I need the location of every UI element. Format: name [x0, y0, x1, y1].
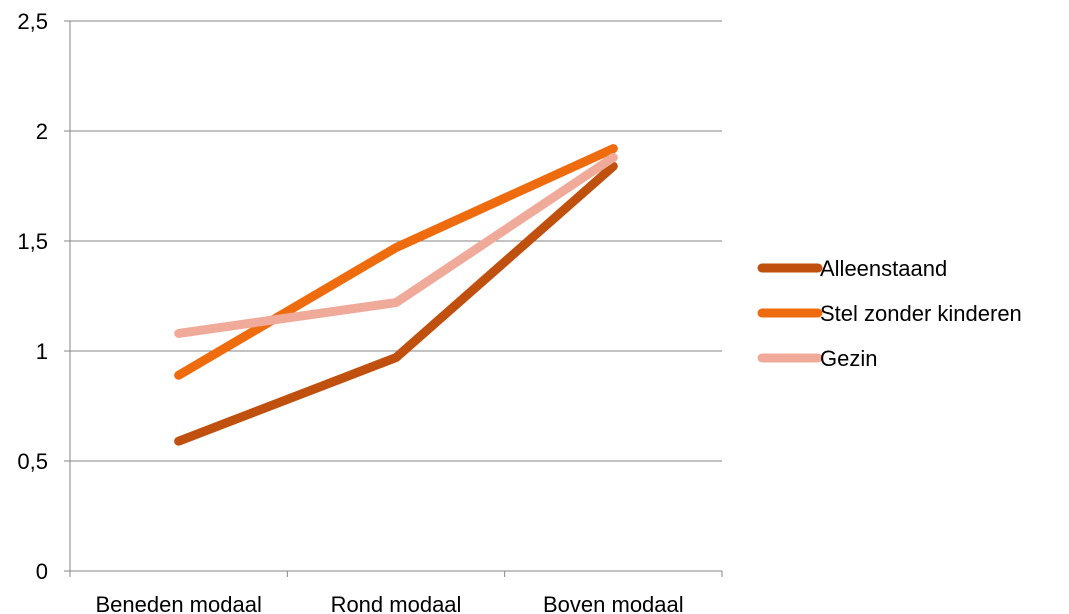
series-line-1 [174, 144, 618, 380]
y-tick-label: 2 [36, 119, 48, 144]
legend: Alleenstaand Stel zonder kinderen Gezin [757, 256, 1022, 371]
x-tick-label: Boven modaal [543, 592, 684, 614]
y-axis-tick-labels: 0 0,5 1 1,5 2 2,5 [17, 9, 48, 584]
x-tick-label: Rond modaal [331, 592, 462, 614]
axes [64, 20, 723, 577]
x-axis-tick-labels: Beneden modaal Rond modaal Boven modaal [95, 592, 683, 614]
x-tick-label: Beneden modaal [95, 592, 261, 614]
series-lines [174, 144, 618, 446]
y-tick-label: 2,5 [17, 9, 48, 34]
y-tick-label: 1,5 [17, 229, 48, 254]
legend-label: Stel zonder kinderen [820, 301, 1022, 326]
y-tick-label: 0 [36, 559, 48, 584]
series-line-2 [174, 152, 618, 338]
legend-label: Gezin [820, 346, 877, 371]
gridlines [70, 20, 722, 462]
legend-label: Alleenstaand [820, 256, 947, 281]
series-line-0 [174, 161, 618, 446]
y-tick-label: 1 [36, 339, 48, 364]
y-tick-label: 0,5 [17, 449, 48, 474]
